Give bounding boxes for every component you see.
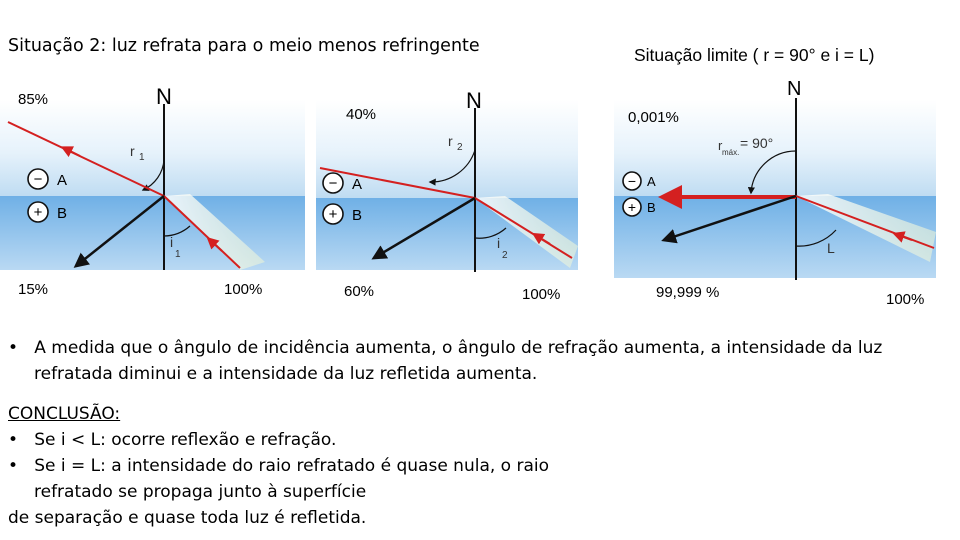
minus-sign: − [329,175,338,192]
refraction-angle-label: r [448,133,453,149]
incident-ray-arrow [206,236,223,252]
plus-sign: + [34,204,43,221]
minus-sign: − [34,171,43,188]
situation-2-title: Situação 2: luz refrata para o meio meno… [8,36,480,56]
normal-label: N [466,88,482,113]
conclusion-item-1: • Se i < L: ocorre reflexão e refração. [8,427,549,453]
refracted-intensity-label: 40% [346,106,376,123]
incident-ray-arrow [892,231,913,243]
limit-angle-label: L [827,240,835,256]
reflected-intensity-label: 60% [344,283,374,300]
medium-b-label: B [647,200,656,215]
refracted-intensity-label: 0,001% [628,109,679,126]
medium-a-label: A [352,176,362,193]
reflected-intensity-label: 15% [18,281,48,298]
max-refraction-angle-arc [747,150,797,195]
limit-angle-arc [795,229,837,247]
observation-bullet: • A medida que o ângulo de incidência au… [8,335,882,387]
incidence-angle-label: i [170,234,173,250]
conclusion-item-2-cont: refratado se propaga junto à superfície [34,482,367,502]
reflected-ray [73,195,165,268]
minus-sign-icon [27,168,49,190]
observation-text-1: A medida que o ângulo de incidência aume… [34,338,883,358]
medium-a-label: A [647,174,656,189]
normal-label: N [787,78,801,100]
refracted-ray-arrow [60,146,81,158]
minus-sign-icon [622,171,642,191]
diagram-1: N r 1 i 1 − A + B 85% 15% 100% [0,84,305,298]
plus-sign-icon [27,201,49,223]
refraction-angle-arc [428,149,476,186]
incident-intensity-label: 100% [224,281,262,298]
observation-line-1: • A medida que o ângulo de incidência au… [8,335,882,361]
incident-intensity-label: 100% [522,286,560,303]
plus-sign: + [329,206,338,223]
medium-a-region [316,100,578,198]
diagram-2: N r 2 i 2 − A + B 40% 60% 100% [316,88,578,303]
max-refraction-angle-value: = 90° [740,135,773,151]
conclusion-item-2-end: de separação e quase toda luz é refletid… [8,508,367,528]
minus-sign: − [628,173,636,189]
reflected-ray [661,194,797,244]
bullet-marker: • [8,338,19,358]
plus-sign-icon [622,197,642,217]
refraction-angle-label: r [130,143,135,159]
bullet-marker: • [8,430,19,450]
incidence-angle-arc [474,227,507,239]
conclusion-heading: CONCLUSÃO: [8,404,121,424]
incidence-angle-label: i [497,235,500,251]
incident-intensity-label: 100% [886,291,924,308]
light-beam [796,194,936,262]
incidence-angle-subscript: 2 [502,250,508,261]
conclusion-item-2-text: Se i = L: a intensidade do raio refratad… [34,456,550,476]
incident-ray [474,197,573,259]
medium-a-region [614,100,936,196]
limit-situation-title: Situação limite ( r = 90° e i = L) [634,45,875,65]
plus-sign-icon [322,203,344,225]
medium-a-region [0,100,305,196]
medium-b-label: B [57,205,67,222]
conclusion-item-2: • Se i = L: a intensidade do raio refrat… [8,453,549,479]
incident-ray-arrow [531,232,551,245]
minus-sign-icon [322,172,344,194]
refraction-angle-subscript: 1 [139,152,145,163]
reflected-intensity-label: 99,999 % [656,284,719,301]
refracted-ray [7,121,165,197]
conclusion-item-1-text: Se i < L: ocorre reflexão e refração. [34,430,337,450]
medium-a-label: A [57,172,67,189]
reflected-ray [371,196,476,260]
observation-text-2: refratada diminui e a intensidade da luz… [34,364,538,384]
incident-ray [163,195,241,269]
incidence-angle-subscript: 1 [175,249,181,260]
refracted-ray [319,167,476,199]
max-refraction-angle-label: r [718,138,723,153]
conclusion-section: CONCLUSÃO: • Se i < L: ocorre reflexão e… [8,401,549,531]
refraction-angle-subscript: 2 [457,142,463,153]
max-refraction-angle-subscript: máx. [722,148,739,157]
incidence-angle-arc [163,225,191,237]
light-beam [165,194,265,270]
medium-b-label: B [352,207,362,224]
bullet-marker: • [8,456,19,476]
normal-label: N [156,84,172,109]
diagram-3: N r máx. = 90° L − A + B 0,001% 99,999 %… [614,78,936,308]
plus-sign: + [628,199,636,215]
refracted-intensity-label: 85% [18,91,48,108]
